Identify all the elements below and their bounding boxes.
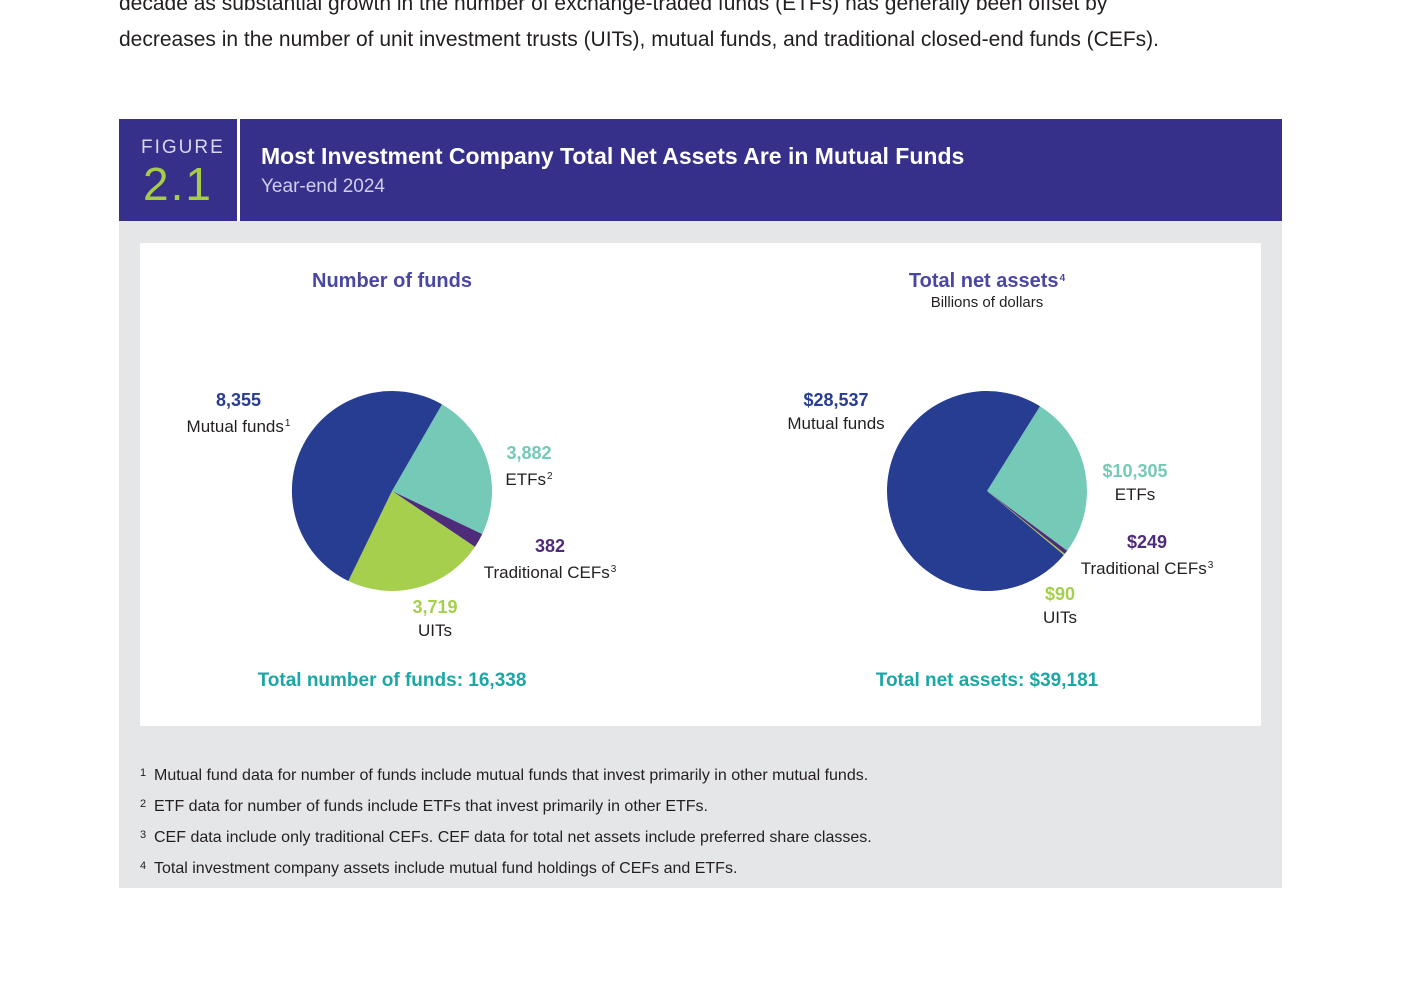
figure-title: Most Investment Company Total Net Assets… xyxy=(261,143,965,169)
total-net-assets: Total net assets: $39,181 xyxy=(875,670,1099,691)
footnotes: 1 Mutual fund data for number of funds in… xyxy=(140,759,872,883)
intro-paragraph: decade as substantial growth in the numb… xyxy=(119,0,1159,51)
footnote-4: 4 Total investment company assets include… xyxy=(140,860,738,877)
label-etfs-count: 3,882 ETFs2 xyxy=(494,442,564,491)
label-uits-count: 3,719 UITs xyxy=(395,596,475,642)
value-mutual-funds-count: 8,355 xyxy=(215,390,262,410)
value-etfs-count: 3,882 xyxy=(506,443,552,463)
figure-header: FIGURE 2.1 Most Investment Company Total… xyxy=(119,119,1282,221)
pie-chart-total-net-assets xyxy=(886,391,1087,592)
pie-slice-mutual-funds xyxy=(886,391,1064,592)
label-uits-assets: $90 UITs xyxy=(1024,583,1096,629)
pie-chart-number-of-funds xyxy=(291,390,492,591)
charts-panel: Number of funds 8,355 Mutual funds1 3,88… xyxy=(140,243,1261,726)
value-uits-count: 3,719 xyxy=(412,597,458,617)
footnote-3: 3 CEF data include only traditional CEFs.… xyxy=(140,829,872,846)
label-etfs-assets: $10,305 ETFs xyxy=(1090,460,1180,506)
label-cefs-assets: $249 Traditional CEFs3 xyxy=(1072,531,1222,580)
figure-container: FIGURE 2.1 Most Investment Company Total… xyxy=(119,119,1282,888)
label-mutual-funds-assets: $28,537 Mutual funds xyxy=(776,389,896,435)
figure-subtitle: Year-end 2024 xyxy=(261,176,385,197)
label-cefs-count: 382 Traditional CEFs3 xyxy=(474,535,626,584)
value-etfs-assets: $10,305 xyxy=(1102,461,1168,481)
pie-slice-etfs xyxy=(392,404,492,535)
pie-slice-traditional-cefs xyxy=(987,491,1068,554)
pie-slice-traditional-cefs xyxy=(392,491,483,547)
figure-word: FIGURE xyxy=(141,137,225,158)
chart-1-title: Number of funds xyxy=(312,270,472,292)
label-mutual-funds-count: 8,355 Mutual funds1 xyxy=(176,389,301,438)
pie-slice-etfs xyxy=(987,406,1087,551)
footnote-1: 1 Mutual fund data for number of funds in… xyxy=(140,767,869,784)
figure-number: 2.1 xyxy=(143,158,213,210)
value-mutual-funds-assets: $28,537 xyxy=(803,390,869,410)
value-cefs-count: 382 xyxy=(534,536,566,556)
footnote-2: 2 ETF data for number of funds include ET… xyxy=(140,798,708,815)
pie-slice-mutual-funds xyxy=(291,390,442,581)
chart-2-title: Total net assets4 xyxy=(908,270,1066,292)
total-number-of-funds: Total number of funds: 16,338 xyxy=(257,670,527,691)
pie-slice-uits xyxy=(987,491,1065,556)
pie-slice-uits xyxy=(348,491,475,591)
value-uits-assets: $90 xyxy=(1044,584,1076,604)
chart-2-subtitle: Billions of dollars xyxy=(930,294,1044,311)
header-divider xyxy=(237,119,240,221)
value-cefs-assets: $249 xyxy=(1126,532,1168,552)
